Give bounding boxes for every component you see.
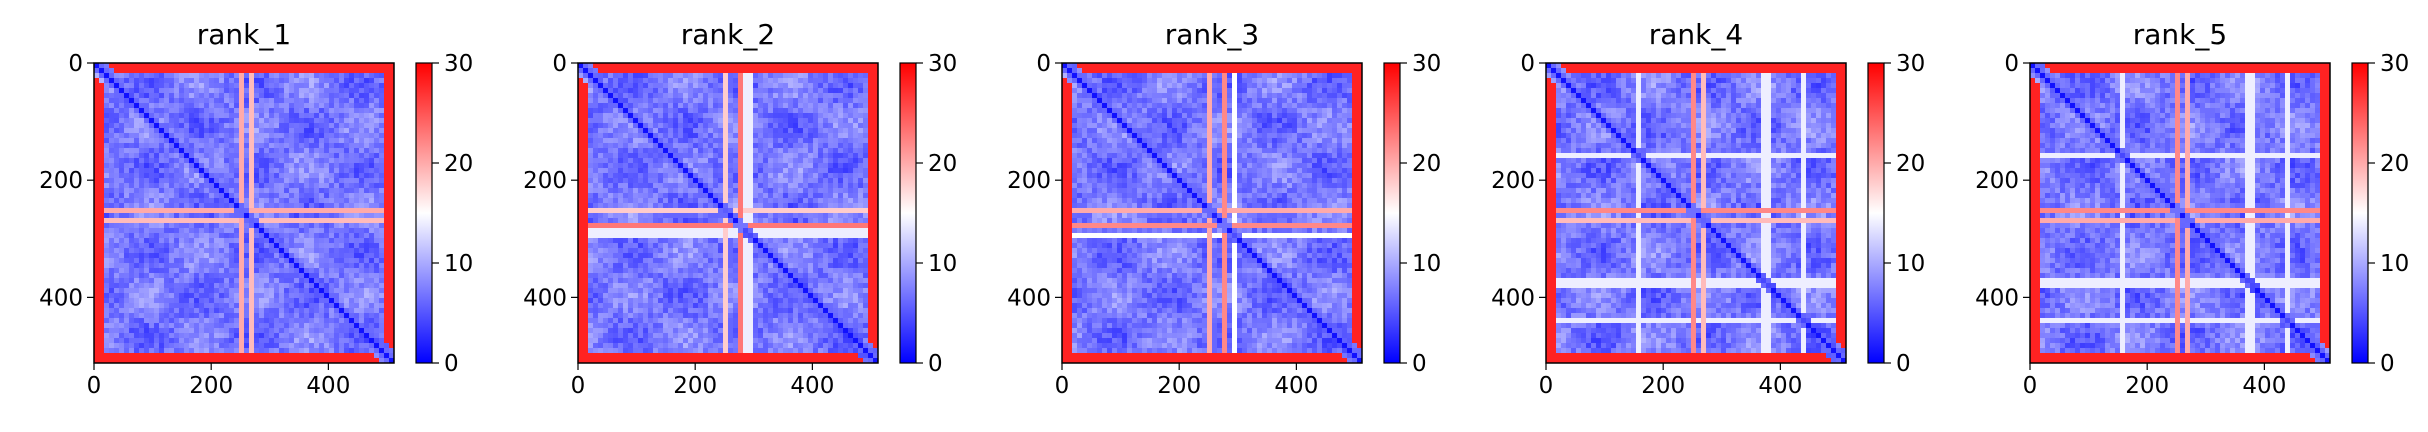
subplot-rank-2: rank_2 0 200 400 0 200 400 0 10 20 30 xyxy=(523,18,957,399)
y-tick-label: 0 xyxy=(1036,51,1051,77)
colorbar-tick-label: 10 xyxy=(1412,251,1441,277)
y-tick-label: 200 xyxy=(1491,168,1535,194)
y-tick-label: 400 xyxy=(1007,285,1051,311)
x-tick-label: 0 xyxy=(1539,373,1554,399)
plot-frame xyxy=(577,62,879,364)
subplot-rank-1: rank_1 0 200 400 0 200 400 0 10 20 30 xyxy=(39,18,473,399)
colorbar-tick-label: 0 xyxy=(1896,351,1911,377)
x-tick-label: 400 xyxy=(2242,373,2286,399)
plot-frame xyxy=(2029,62,2331,364)
y-tick-label: 0 xyxy=(2004,51,2019,77)
colorbar-tick-label: 20 xyxy=(928,151,957,177)
subplot-title: rank_5 xyxy=(2133,18,2227,51)
colorbar xyxy=(1867,62,1885,364)
subplot-rank-4: rank_4 0 200 400 0 200 400 0 10 20 30 xyxy=(1491,18,1925,399)
y-tick-label: 0 xyxy=(68,51,83,77)
colorbar-tick-label: 0 xyxy=(928,351,943,377)
colorbar-tick-label: 20 xyxy=(1412,151,1441,177)
colorbar-tick-label: 30 xyxy=(2380,51,2409,77)
subplot-title: rank_3 xyxy=(1165,18,1259,51)
x-tick-label: 0 xyxy=(2023,373,2038,399)
x-tick-label: 0 xyxy=(1055,373,1070,399)
heatmap-cells xyxy=(94,63,394,363)
y-tick-label: 400 xyxy=(1491,285,1535,311)
x-tick-label: 400 xyxy=(306,373,350,399)
colorbar-tick-label: 10 xyxy=(2380,251,2409,277)
colorbar-tick-label: 20 xyxy=(2380,151,2409,177)
y-tick-label: 200 xyxy=(1975,168,2019,194)
x-tick-label: 200 xyxy=(2125,373,2169,399)
heatmap-cells xyxy=(1546,63,1846,363)
colorbar-tick-label: 30 xyxy=(928,51,957,77)
heatmap-cells xyxy=(578,63,878,363)
plot-frame xyxy=(93,62,395,364)
x-tick-label: 400 xyxy=(790,373,834,399)
colorbar-tick-label: 10 xyxy=(444,251,473,277)
x-tick-label: 0 xyxy=(87,373,102,399)
heatmap-cells xyxy=(1062,63,1362,363)
y-tick-label: 400 xyxy=(1975,285,2019,311)
y-tick-label: 200 xyxy=(1007,168,1051,194)
x-tick-label: 200 xyxy=(673,373,717,399)
colorbar-tick-label: 30 xyxy=(1412,51,1441,77)
colorbar xyxy=(2351,62,2369,364)
x-tick-label: 200 xyxy=(1641,373,1685,399)
x-tick-label: 200 xyxy=(189,373,233,399)
y-tick-label: 200 xyxy=(39,168,83,194)
y-tick-label: 0 xyxy=(552,51,567,77)
colorbar-tick-label: 30 xyxy=(444,51,473,77)
colorbar-tick-label: 20 xyxy=(1896,151,1925,177)
x-tick-label: 400 xyxy=(1274,373,1318,399)
colorbar-tick-label: 0 xyxy=(444,351,459,377)
heatmap-cells xyxy=(2030,63,2330,363)
subplot-title: rank_2 xyxy=(681,18,775,51)
colorbar-tick-label: 30 xyxy=(1896,51,1925,77)
colorbar xyxy=(1383,62,1401,364)
y-tick-label: 400 xyxy=(39,285,83,311)
plot-frame xyxy=(1061,62,1363,364)
x-tick-label: 400 xyxy=(1758,373,1802,399)
colorbar-tick-label: 0 xyxy=(2380,351,2395,377)
colorbar xyxy=(899,62,917,364)
y-tick-label: 400 xyxy=(523,285,567,311)
y-tick-label: 0 xyxy=(1520,51,1535,77)
colorbar-tick-label: 0 xyxy=(1412,351,1427,377)
subplot-rank-3: rank_3 0 200 400 0 200 400 0 10 20 30 xyxy=(1007,18,1441,399)
subplot-title: rank_1 xyxy=(197,18,291,51)
x-tick-label: 200 xyxy=(1157,373,1201,399)
y-tick-label: 200 xyxy=(523,168,567,194)
plot-frame xyxy=(1545,62,1847,364)
colorbar-tick-label: 10 xyxy=(1896,251,1925,277)
subplot-rank-5: rank_5 0 200 400 0 200 400 0 10 20 30 xyxy=(1975,18,2409,399)
colorbar-tick-label: 20 xyxy=(444,151,473,177)
subplot-title: rank_4 xyxy=(1649,18,1743,51)
colorbar-tick-label: 10 xyxy=(928,251,957,277)
x-tick-label: 0 xyxy=(571,373,586,399)
colorbar xyxy=(415,62,433,364)
